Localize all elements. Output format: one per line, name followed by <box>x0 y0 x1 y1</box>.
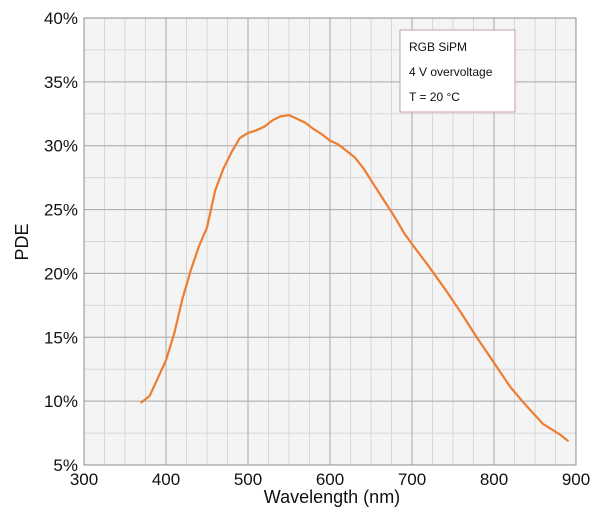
x-tick-label: 900 <box>562 470 590 489</box>
x-tick-labels: 300 400 500 600 700 800 900 <box>70 470 590 489</box>
y-tick-label: 20% <box>44 264 78 283</box>
legend-frame <box>399 29 516 113</box>
y-tick-label: 30% <box>44 137 78 156</box>
legend-box: RGB SiPM 4 V overvoltage T = 20 °C <box>399 29 516 113</box>
legend-line-3: T = 20 °C <box>409 90 460 104</box>
x-tick-label: 600 <box>316 470 344 489</box>
series-line <box>140 114 569 442</box>
y-tick-labels: 5% 10% 15% 20% 25% 30% 35% 40% <box>44 9 78 475</box>
y-tick-label: 40% <box>44 9 78 28</box>
legend-line-2: 4 V overvoltage <box>409 65 493 79</box>
y-tick-label: 10% <box>44 392 78 411</box>
x-tick-label: 800 <box>480 470 508 489</box>
y-tick-label: 35% <box>44 73 78 92</box>
legend-line-1: RGB SiPM <box>409 40 467 54</box>
x-axis-title: Wavelength (nm) <box>264 487 400 507</box>
x-tick-label: 500 <box>234 470 262 489</box>
y-tick-label: 25% <box>44 201 78 220</box>
x-tick-label: 300 <box>70 470 98 489</box>
x-tick-label: 700 <box>398 470 426 489</box>
y-axis-title: PDE <box>12 223 32 260</box>
y-tick-label: 5% <box>53 456 78 475</box>
plot-frame <box>83 17 577 466</box>
y-tick-label: 15% <box>44 328 78 347</box>
x-tick-label: 400 <box>152 470 180 489</box>
series-layer <box>140 114 569 442</box>
